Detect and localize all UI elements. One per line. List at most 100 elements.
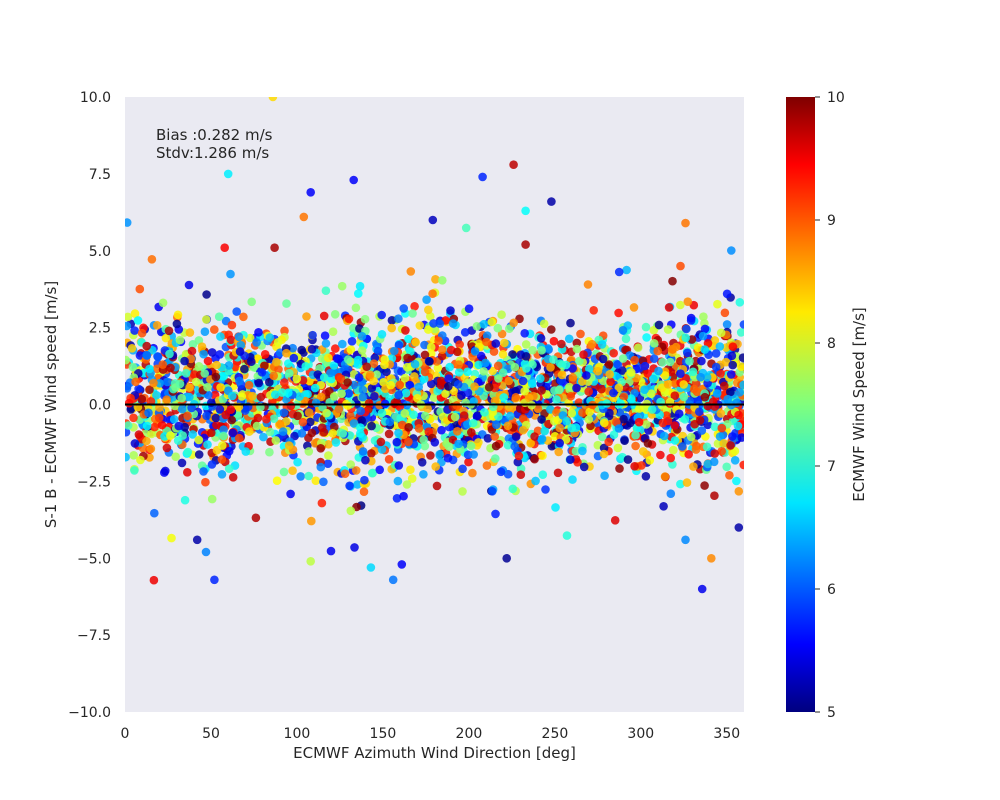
data-point bbox=[256, 392, 266, 402]
data-point bbox=[351, 303, 361, 313]
data-point bbox=[203, 382, 212, 392]
colorbar-label: ECMWF Wind Speed [m/s] bbox=[850, 307, 868, 502]
data-point bbox=[303, 389, 312, 399]
data-point bbox=[200, 327, 210, 337]
data-point bbox=[401, 326, 410, 335]
data-point bbox=[669, 445, 678, 455]
y-tick-label: −5.0 bbox=[77, 551, 111, 567]
data-point bbox=[362, 362, 372, 372]
data-point bbox=[722, 462, 731, 472]
data-point bbox=[623, 455, 633, 464]
data-point bbox=[346, 460, 356, 469]
data-point bbox=[163, 377, 172, 387]
data-point bbox=[641, 322, 651, 332]
data-point bbox=[537, 434, 547, 444]
data-point bbox=[228, 473, 238, 482]
data-point bbox=[284, 359, 293, 368]
data-point bbox=[313, 370, 323, 379]
data-point bbox=[377, 445, 387, 454]
data-point bbox=[682, 478, 692, 487]
data-point bbox=[663, 325, 673, 334]
data-point bbox=[615, 464, 624, 473]
data-point bbox=[234, 332, 244, 342]
data-point bbox=[437, 376, 446, 386]
data-point bbox=[346, 506, 356, 516]
data-point bbox=[431, 275, 440, 284]
data-point bbox=[584, 387, 593, 396]
data-point bbox=[289, 353, 299, 363]
data-point bbox=[635, 404, 644, 413]
data-point bbox=[171, 452, 180, 462]
data-point bbox=[270, 243, 279, 252]
data-point bbox=[659, 502, 668, 511]
data-point bbox=[643, 369, 652, 378]
data-point bbox=[614, 424, 624, 433]
data-point bbox=[359, 487, 369, 497]
data-point bbox=[711, 362, 721, 372]
data-point bbox=[527, 379, 537, 389]
data-point bbox=[445, 362, 455, 372]
data-point bbox=[394, 461, 404, 470]
data-point bbox=[578, 446, 587, 456]
data-point bbox=[357, 331, 367, 341]
data-point bbox=[428, 215, 438, 225]
data-point bbox=[241, 447, 251, 456]
data-point bbox=[654, 366, 663, 376]
data-point bbox=[365, 370, 375, 380]
data-point bbox=[307, 344, 317, 354]
data-point bbox=[401, 388, 411, 398]
data-point bbox=[350, 543, 359, 552]
data-point bbox=[734, 487, 744, 496]
data-point bbox=[319, 373, 329, 382]
data-point bbox=[493, 323, 503, 333]
data-point bbox=[373, 346, 383, 356]
data-point bbox=[329, 361, 339, 370]
y-tick-label: 7.5 bbox=[89, 167, 111, 183]
data-point bbox=[360, 314, 370, 324]
data-point bbox=[421, 411, 430, 421]
data-point bbox=[735, 388, 744, 397]
data-point bbox=[696, 372, 705, 382]
data-point bbox=[618, 326, 628, 335]
data-point bbox=[461, 223, 471, 233]
y-tick-label: 0.0 bbox=[89, 398, 111, 414]
data-point bbox=[279, 408, 289, 418]
data-point bbox=[331, 344, 340, 353]
data-point bbox=[466, 441, 476, 451]
data-point bbox=[275, 348, 285, 358]
data-point bbox=[216, 383, 225, 392]
data-point bbox=[619, 414, 628, 424]
data-point bbox=[203, 356, 213, 366]
data-point bbox=[722, 289, 732, 299]
data-point bbox=[609, 430, 619, 440]
x-tick-label: 100 bbox=[284, 726, 311, 742]
data-point bbox=[158, 298, 168, 308]
data-point bbox=[161, 333, 171, 343]
data-point bbox=[142, 421, 152, 431]
data-point bbox=[600, 418, 609, 428]
data-point bbox=[676, 300, 685, 310]
data-point bbox=[125, 427, 131, 437]
colorbar-ticks: 5 6 7 8 9 10 bbox=[815, 90, 845, 721]
data-point bbox=[726, 370, 736, 379]
data-point bbox=[739, 380, 744, 390]
data-point bbox=[430, 438, 440, 447]
data-point bbox=[377, 310, 387, 320]
data-point bbox=[738, 353, 744, 362]
data-point bbox=[528, 345, 537, 355]
data-point bbox=[454, 439, 463, 449]
data-point bbox=[129, 413, 138, 423]
data-point bbox=[479, 319, 489, 329]
data-point bbox=[565, 385, 575, 394]
data-point bbox=[360, 475, 369, 485]
data-point bbox=[200, 369, 209, 378]
data-point bbox=[236, 340, 246, 350]
data-point bbox=[212, 360, 221, 370]
data-point bbox=[536, 374, 545, 383]
data-point bbox=[511, 393, 521, 402]
data-point bbox=[411, 338, 421, 347]
data-point bbox=[531, 476, 540, 486]
data-point bbox=[474, 438, 483, 447]
data-point bbox=[557, 339, 566, 349]
